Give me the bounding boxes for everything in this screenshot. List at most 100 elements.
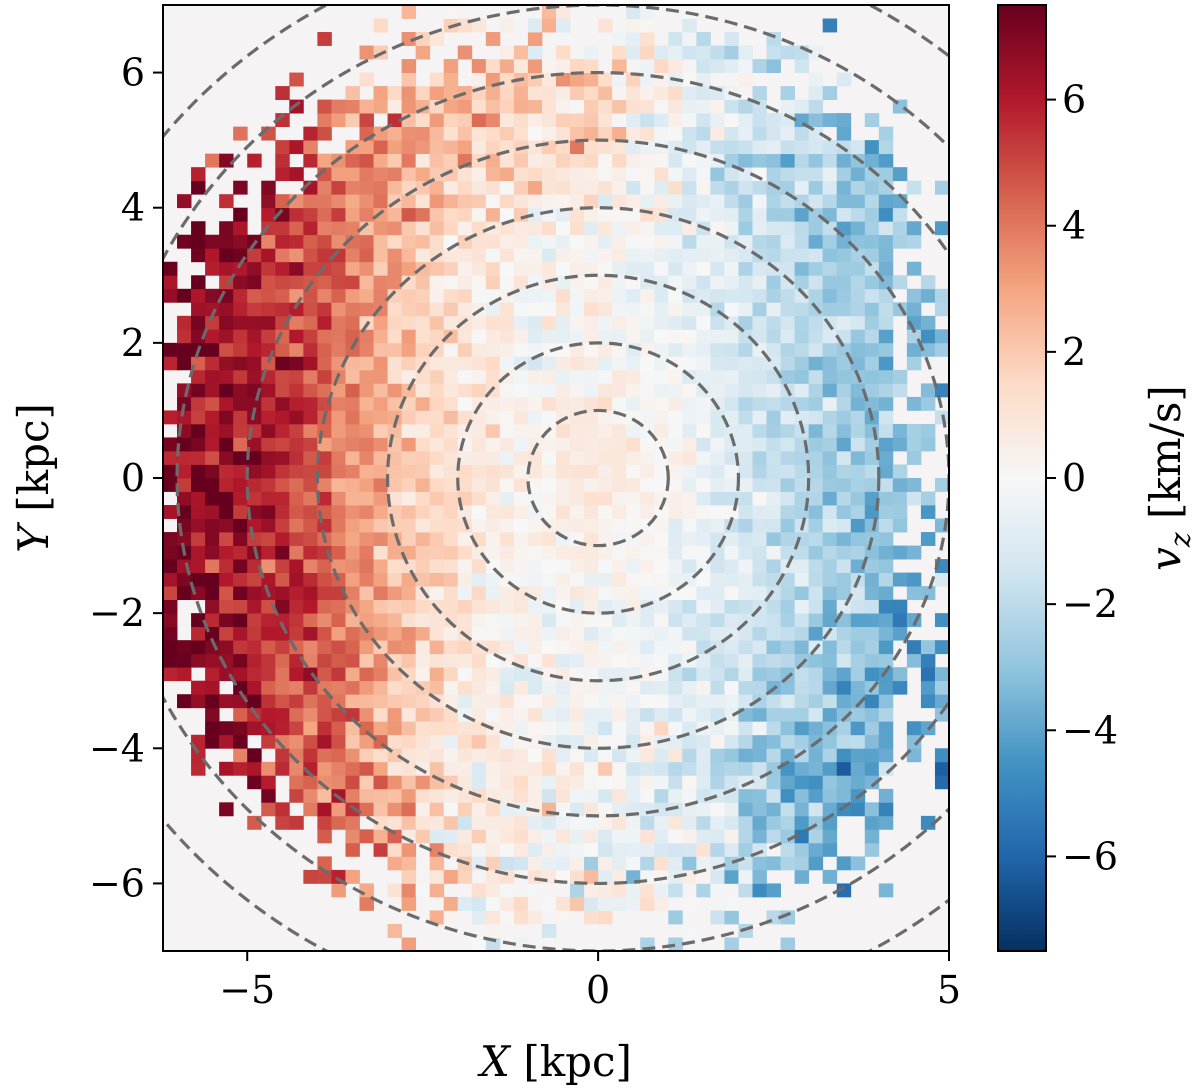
heatmap-cell [415,423,431,438]
heatmap-cell [359,626,374,641]
heatmap-cell [163,410,178,425]
heatmap-cell [878,518,894,533]
heatmap-cell [612,613,627,628]
heatmap-cell [219,248,234,263]
heatmap-cell [443,153,459,168]
heatmap-cell [878,815,894,830]
heatmap-cell [864,748,880,763]
heatmap-cell [682,721,697,736]
heatmap-cell [710,572,725,587]
radius-circle [456,341,741,615]
heatmap-cell [556,626,571,641]
heatmap-cell [738,545,753,560]
heatmap-cell [738,99,753,114]
heatmap-cell [668,505,683,519]
heatmap-cell [261,613,276,628]
heatmap-cell [443,640,459,655]
heatmap-cell [724,599,739,614]
heatmap-cell [780,126,796,141]
heatmap-cell [387,329,403,344]
heatmap-cell [429,369,445,384]
heatmap-cell [640,586,655,601]
heatmap-cell [513,518,529,533]
heatmap-cell [219,721,234,736]
heatmap-cell [177,505,192,519]
heatmap-cell [247,680,262,695]
heatmap-cell [247,342,262,357]
heatmap-cell [794,383,810,398]
heatmap-cell [443,896,459,911]
heatmap-cell [233,613,248,628]
heatmap-cell [612,153,627,168]
heatmap-cell [485,680,501,695]
heatmap-cell [443,815,459,830]
heatmap-cell [864,559,880,573]
heatmap-cell [682,599,697,614]
heatmap-cell [485,99,501,114]
heatmap-cell [906,180,922,195]
heatmap-cell [471,829,487,844]
heatmap-cell [836,586,852,601]
heatmap-cell [401,329,417,344]
heatmap-cell [345,748,360,763]
heatmap-cell [457,464,473,479]
heatmap-cell [485,450,501,465]
heatmap-cell [191,653,206,668]
heatmap-cell [485,748,501,763]
heatmap-cell [556,613,571,628]
heatmap-cell [331,613,346,628]
heatmap-cell [822,518,838,533]
heatmap-cell [612,518,627,533]
heatmap-cell [640,99,655,114]
heatmap-cell [163,478,178,492]
heatmap-cell [247,532,262,546]
heatmap-cell [247,559,262,573]
heatmap-cell [457,261,473,276]
heatmap-cell [682,126,697,141]
heatmap-cell [640,896,655,911]
heatmap-cell [612,869,627,884]
heatmap-cell [696,856,711,871]
heatmap-cell [696,478,711,492]
heatmap-cell [471,180,487,195]
heatmap-cell [331,640,346,655]
heatmap-cell [640,113,655,128]
heatmap-cell [570,478,585,492]
heatmap-cell [766,559,781,573]
heatmap-cell [878,707,894,722]
heatmap-cell [373,761,388,776]
heatmap-cell [766,707,781,722]
y-tick-label: −6 [89,861,145,905]
heatmap-cell [527,829,543,844]
heatmap-cell [668,113,683,128]
heatmap-cell [738,329,753,344]
heatmap-cell [906,342,922,357]
heatmap-cell [710,721,725,736]
heatmap-cell [598,896,613,911]
heatmap-cell [598,113,613,128]
heatmap-cell [668,167,683,182]
heatmap-cell [401,234,417,249]
heatmap-cell [850,545,866,560]
heatmap-cell [584,586,599,601]
heatmap-cell [738,437,753,452]
heatmap-cell [836,775,852,790]
heatmap-cell [443,437,459,452]
heatmap-cell [570,842,585,857]
heatmap-cell [766,505,781,519]
colorbar-tick-label: −2 [1062,582,1118,626]
heatmap-cell [696,464,711,479]
heatmap-cell [457,99,473,114]
heatmap-cell [724,356,739,371]
heatmap-cell [499,653,515,668]
heatmap-cell [570,667,585,682]
heatmap-cell [696,45,711,60]
heatmap-cell [289,302,304,317]
heatmap-cell [668,667,683,682]
heatmap-cell [570,167,585,182]
heatmap-cell [696,410,711,425]
heatmap-cell [513,450,529,465]
heatmap-cell [457,302,473,317]
heatmap-cell [710,437,725,452]
